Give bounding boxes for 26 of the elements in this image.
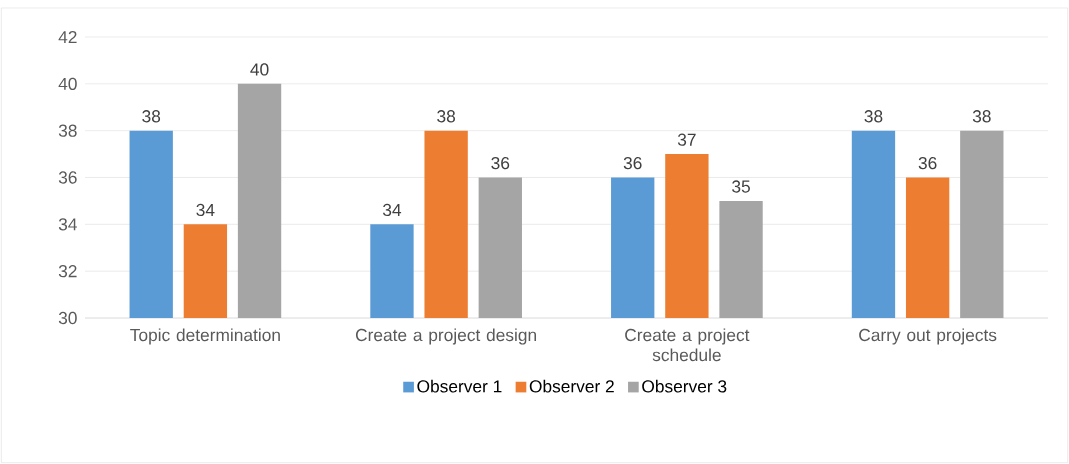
y-tick-label: 36: [58, 171, 77, 184]
data-label: 38: [437, 110, 456, 123]
y-tick-label: 30: [58, 311, 77, 325]
y-tick-label: 42: [58, 30, 77, 44]
legend-label: Observer 2: [529, 379, 614, 393]
y-tick-label: 40: [58, 77, 77, 90]
legend-label: Observer 1: [417, 379, 502, 393]
x-tick-label: Create a project schedule: [625, 328, 750, 362]
y-tick-label: 32: [58, 265, 77, 278]
data-label: 35: [732, 180, 750, 193]
data-label: 36: [623, 156, 642, 170]
legend-label: Observer 3: [642, 379, 727, 393]
data-label: 34: [196, 203, 215, 217]
data-label: 38: [864, 110, 883, 123]
data-label: 36: [918, 156, 937, 170]
data-label: 38: [142, 110, 161, 123]
data-label: 34: [382, 203, 402, 217]
data-label: 40: [250, 63, 269, 76]
x-tick-label: Topic determination: [130, 328, 280, 345]
data-label: 37: [677, 133, 696, 146]
y-tick-label: 34: [58, 218, 77, 231]
data-label: 38: [972, 110, 991, 123]
y-tick-label: 38: [58, 124, 77, 137]
x-tick-label: Create a project design: [355, 328, 537, 345]
data-label: 36: [491, 156, 510, 170]
x-tick-label: Carry out projects: [859, 328, 997, 345]
